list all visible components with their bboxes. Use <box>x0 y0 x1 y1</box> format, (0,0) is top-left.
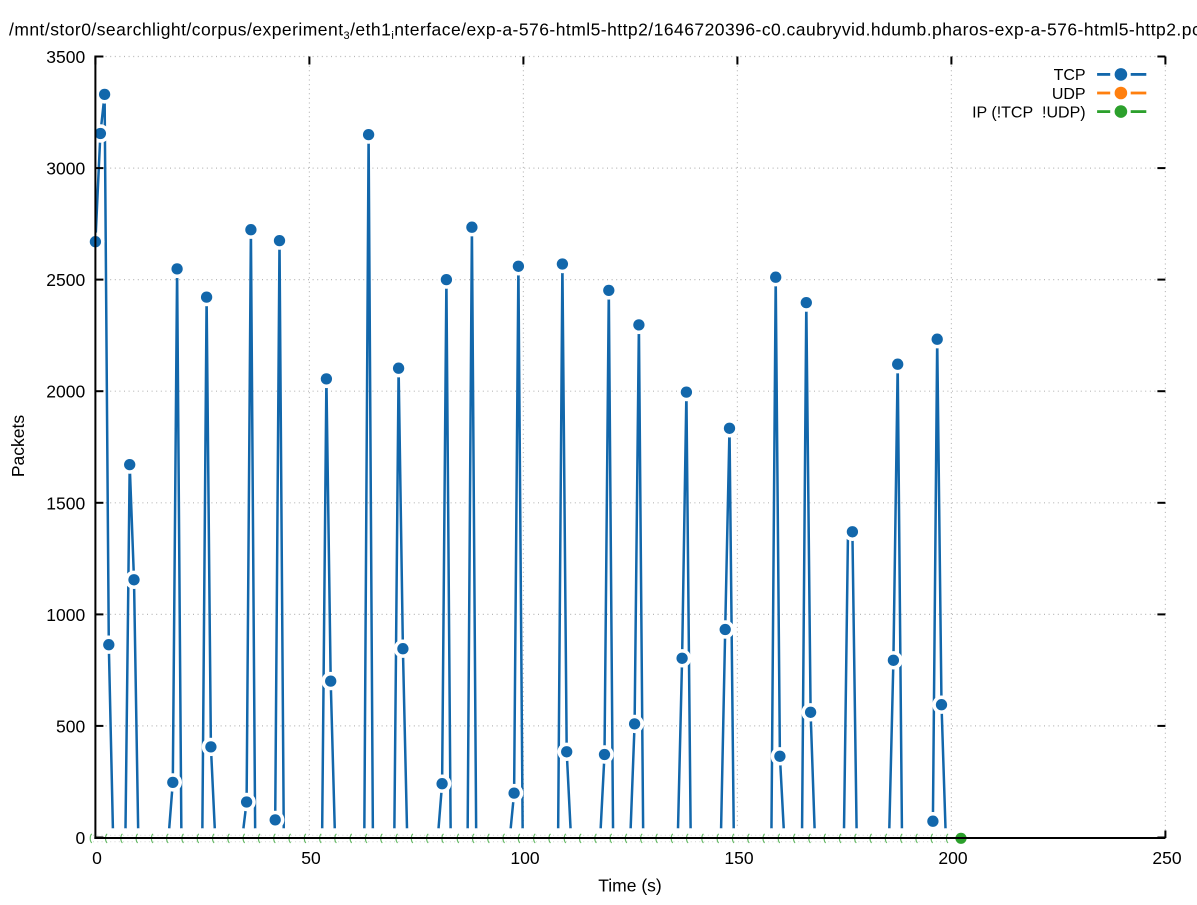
svg-text:Time (s): Time (s) <box>598 876 662 896</box>
svg-text:1000: 1000 <box>46 605 85 625</box>
svg-text:150: 150 <box>724 848 753 868</box>
svg-text:2500: 2500 <box>46 270 85 290</box>
svg-text:UDP: UDP <box>1052 86 1086 103</box>
svg-text:100: 100 <box>510 848 539 868</box>
svg-text:Packets: Packets <box>8 415 28 477</box>
svg-text:500: 500 <box>56 716 85 736</box>
svg-text:250: 250 <box>1152 848 1181 868</box>
svg-text:200: 200 <box>938 848 967 868</box>
svg-text:50: 50 <box>301 848 321 868</box>
svg-text:3500: 3500 <box>46 47 85 67</box>
svg-text:/mnt/stor0/searchlight/corpus/: /mnt/stor0/searchlight/corpus/experiment… <box>9 19 1197 42</box>
svg-text:1500: 1500 <box>46 493 85 513</box>
svg-text:2000: 2000 <box>46 382 85 402</box>
svg-text:0: 0 <box>92 848 102 868</box>
svg-text:IP (!TCP !UDP): IP (!TCP !UDP) <box>972 104 1086 121</box>
svg-text:0: 0 <box>75 828 85 848</box>
svg-text:TCP: TCP <box>1054 67 1086 84</box>
svg-text:3000: 3000 <box>46 159 85 179</box>
